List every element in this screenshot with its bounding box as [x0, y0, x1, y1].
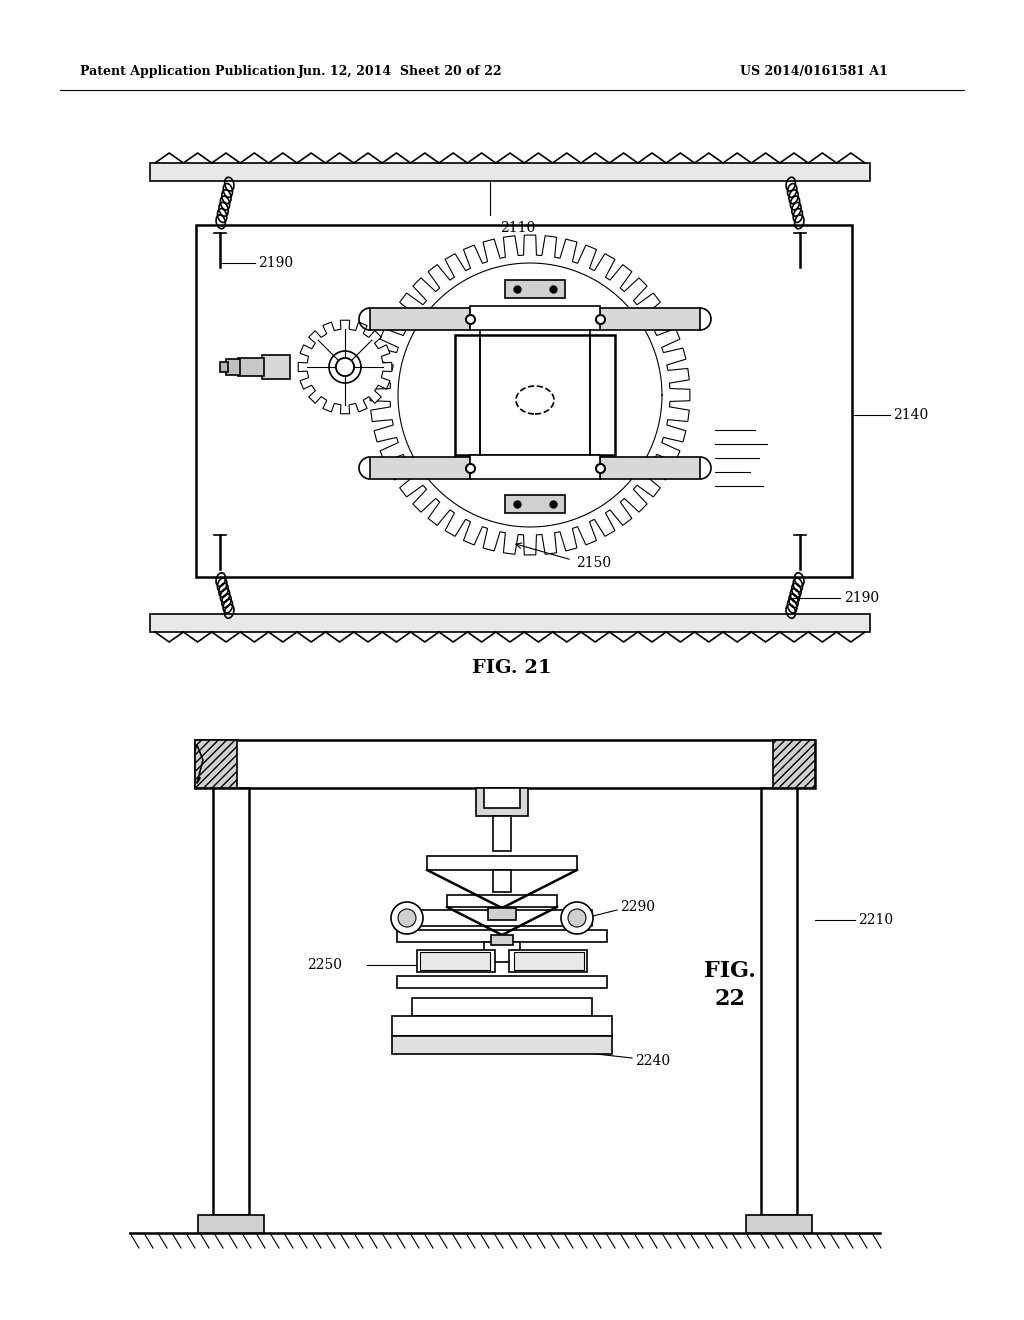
- Circle shape: [561, 902, 593, 935]
- Bar: [476, 788, 528, 816]
- Bar: [420, 952, 490, 970]
- Bar: [370, 308, 470, 330]
- Bar: [220, 362, 228, 372]
- Bar: [505, 495, 565, 513]
- Bar: [226, 359, 240, 375]
- Text: 2210: 2210: [858, 913, 893, 927]
- Bar: [196, 224, 852, 577]
- Bar: [195, 741, 237, 788]
- Circle shape: [391, 902, 423, 935]
- Text: 2250: 2250: [307, 958, 342, 972]
- Bar: [397, 975, 607, 987]
- Bar: [773, 741, 815, 788]
- Polygon shape: [298, 321, 392, 413]
- Text: 2190: 2190: [844, 591, 880, 605]
- Text: 2110: 2110: [500, 220, 536, 235]
- Text: 2290: 2290: [620, 900, 655, 913]
- Bar: [213, 788, 249, 1214]
- Text: 2190: 2190: [258, 256, 293, 271]
- Bar: [455, 335, 615, 455]
- Circle shape: [336, 358, 354, 376]
- Bar: [488, 908, 516, 920]
- Bar: [493, 870, 511, 892]
- Bar: [370, 457, 470, 479]
- Bar: [484, 942, 520, 962]
- Text: Jun. 12, 2014  Sheet 20 of 22: Jun. 12, 2014 Sheet 20 of 22: [298, 66, 503, 78]
- Bar: [412, 909, 592, 927]
- Bar: [509, 950, 587, 972]
- Bar: [262, 355, 290, 379]
- Bar: [417, 950, 495, 972]
- Bar: [198, 1214, 264, 1233]
- Circle shape: [398, 909, 416, 927]
- Text: 2140: 2140: [893, 408, 928, 422]
- Bar: [150, 614, 870, 632]
- Bar: [514, 952, 584, 970]
- Bar: [392, 1016, 612, 1036]
- Bar: [447, 895, 557, 907]
- Circle shape: [568, 909, 586, 927]
- Text: Patent Application Publication: Patent Application Publication: [80, 66, 296, 78]
- Bar: [412, 998, 592, 1016]
- Polygon shape: [370, 235, 690, 554]
- Text: US 2014/0161581 A1: US 2014/0161581 A1: [740, 66, 888, 78]
- Bar: [150, 162, 870, 181]
- Text: FIG. 21: FIG. 21: [472, 659, 552, 677]
- Bar: [600, 308, 700, 330]
- Bar: [484, 788, 520, 808]
- Text: FIG.
22: FIG. 22: [705, 961, 756, 1010]
- Bar: [470, 455, 600, 479]
- Bar: [490, 935, 513, 945]
- Bar: [493, 816, 511, 851]
- Bar: [761, 788, 797, 1214]
- Bar: [397, 931, 607, 942]
- Bar: [600, 457, 700, 479]
- Text: 2240: 2240: [635, 1053, 670, 1068]
- Bar: [427, 855, 577, 870]
- Bar: [746, 1214, 812, 1233]
- Bar: [195, 741, 815, 788]
- Bar: [505, 280, 565, 298]
- Text: 2150: 2150: [575, 556, 611, 570]
- Bar: [470, 306, 600, 330]
- Bar: [392, 1036, 612, 1053]
- Bar: [238, 358, 264, 376]
